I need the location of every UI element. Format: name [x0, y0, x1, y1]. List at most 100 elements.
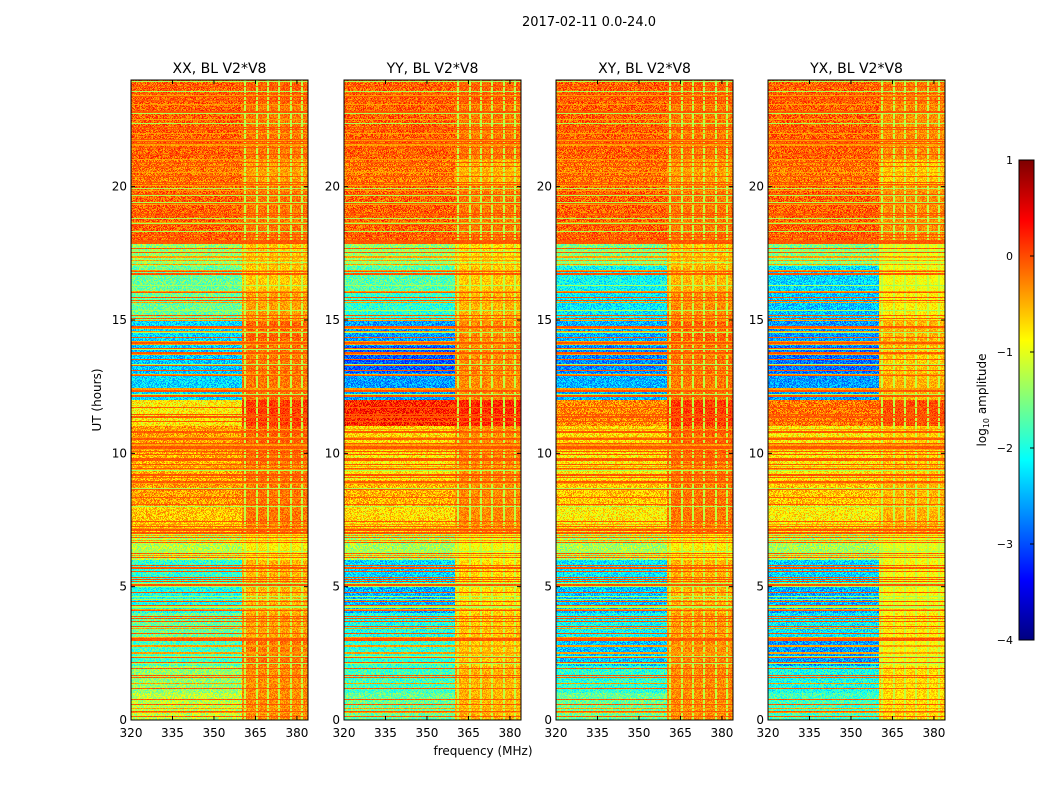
colorbar-segment	[1019, 315, 1034, 317]
x-tick-label: 380	[285, 726, 308, 740]
colorbar-segment	[1019, 294, 1034, 296]
colorbar-segment	[1019, 173, 1034, 175]
colorbar-segment	[1019, 261, 1034, 263]
colorbar-segment	[1019, 553, 1034, 555]
colorbar-segment	[1019, 498, 1034, 500]
colorbar-segment	[1019, 509, 1034, 511]
colorbar-segment	[1019, 456, 1034, 458]
colorbar-segment	[1019, 280, 1034, 282]
colorbar-segment	[1019, 459, 1034, 461]
colorbar-segment	[1019, 458, 1034, 460]
colorbar-segment	[1019, 616, 1034, 618]
colorbar-segment	[1019, 288, 1034, 290]
colorbar-segment	[1019, 275, 1034, 277]
colorbar-segment	[1019, 305, 1034, 307]
colorbar-segment	[1019, 593, 1034, 595]
colorbar-segment	[1019, 605, 1034, 607]
colorbar-segment	[1019, 211, 1034, 213]
colorbar-segment	[1019, 245, 1034, 247]
colorbar-segment	[1019, 528, 1034, 530]
colorbar-segment	[1019, 530, 1034, 532]
colorbar-segment	[1019, 606, 1034, 608]
colorbar-segment	[1019, 442, 1034, 444]
colorbar-segment	[1019, 467, 1034, 469]
colorbar-segment	[1019, 423, 1034, 425]
x-tick-label: 335	[586, 726, 609, 740]
colorbar-segment	[1019, 431, 1034, 433]
panel-1: XX, BL V2*V8 320 335 350 365 380 0 5 10 15 20	[112, 61, 309, 740]
colorbar-segment	[1019, 585, 1034, 587]
colorbar-segment	[1019, 311, 1034, 313]
colorbar-segment	[1019, 404, 1034, 406]
colorbar-segment	[1019, 615, 1034, 617]
colorbar-segment	[1019, 420, 1034, 422]
colorbar-segment	[1019, 485, 1034, 487]
colorbar-segment	[1019, 309, 1034, 311]
colorbar-segment	[1019, 448, 1034, 450]
colorbar-segment	[1019, 623, 1034, 625]
colorbar-segment	[1019, 428, 1034, 430]
colorbar-segment	[1019, 495, 1034, 497]
colorbar-segment	[1019, 298, 1034, 300]
x-tick-label: 365	[669, 726, 692, 740]
colorbar-segment	[1019, 461, 1034, 463]
colorbar-segment	[1019, 387, 1034, 389]
colorbar-segment	[1019, 617, 1034, 619]
colorbar-segment	[1019, 465, 1034, 467]
colorbar-segment	[1019, 283, 1034, 285]
colorbar-segment	[1019, 543, 1034, 545]
heatmap-image-yy	[344, 80, 521, 720]
colorbar-segment	[1019, 364, 1034, 366]
colorbar-segment	[1019, 229, 1034, 231]
colorbar-segment	[1019, 257, 1034, 259]
colorbar-segment	[1019, 541, 1034, 543]
colorbar-segment	[1019, 183, 1034, 185]
colorbar-segment	[1019, 286, 1034, 288]
colorbar-segment	[1019, 246, 1034, 248]
colorbar-segment	[1019, 570, 1034, 572]
colorbar-tick-label: 0	[1006, 250, 1013, 263]
axes-frame	[767, 79, 946, 721]
colorbar-segment	[1019, 457, 1034, 459]
colorbar-segment	[1019, 604, 1034, 606]
colorbar-segment	[1019, 515, 1034, 517]
colorbar-segment	[1019, 395, 1034, 397]
colorbar-segment	[1019, 332, 1034, 334]
colorbar-segment	[1019, 484, 1034, 486]
colorbar-segment	[1019, 185, 1034, 187]
colorbar-segment	[1019, 587, 1034, 589]
colorbar-segment	[1019, 240, 1034, 242]
figure-suptitle: 2017-02-11 0.0-24.0	[522, 15, 656, 30]
colorbar-segment	[1019, 182, 1034, 184]
colorbar-segment	[1019, 607, 1034, 609]
colorbar-segment	[1019, 353, 1034, 355]
colorbar-segment	[1019, 532, 1034, 534]
colorbar-segment	[1019, 539, 1034, 541]
colorbar-segment	[1019, 483, 1034, 485]
colorbar-segment	[1019, 540, 1034, 542]
colorbar-segment	[1019, 224, 1034, 226]
colorbar-segment	[1019, 469, 1034, 471]
colorbar-segment	[1019, 430, 1034, 432]
y-tick-label: 15	[325, 313, 340, 327]
colorbar-segment	[1019, 263, 1034, 265]
colorbar-segment	[1019, 189, 1034, 191]
colorbar-segment	[1019, 377, 1034, 379]
colorbar-segment	[1019, 624, 1034, 626]
colorbar-segment	[1019, 600, 1034, 602]
colorbar-segment	[1019, 628, 1034, 630]
colorbar-segment	[1019, 388, 1034, 390]
colorbar-tick-label: −1	[997, 346, 1013, 359]
colorbar-segment	[1019, 271, 1034, 273]
colorbar-segment	[1019, 314, 1034, 316]
colorbar-segment	[1019, 346, 1034, 348]
panel-title: YX, BL V2*V8	[809, 61, 903, 77]
colorbar-segment	[1019, 161, 1034, 163]
colorbar-tick-label: −4	[997, 634, 1013, 647]
colorbar-segment	[1019, 296, 1034, 298]
colorbar-segment	[1019, 449, 1034, 451]
colorbar-segment	[1019, 247, 1034, 249]
colorbar-segment	[1019, 210, 1034, 212]
colorbar-segment	[1019, 323, 1034, 325]
colorbar-segment	[1019, 219, 1034, 221]
